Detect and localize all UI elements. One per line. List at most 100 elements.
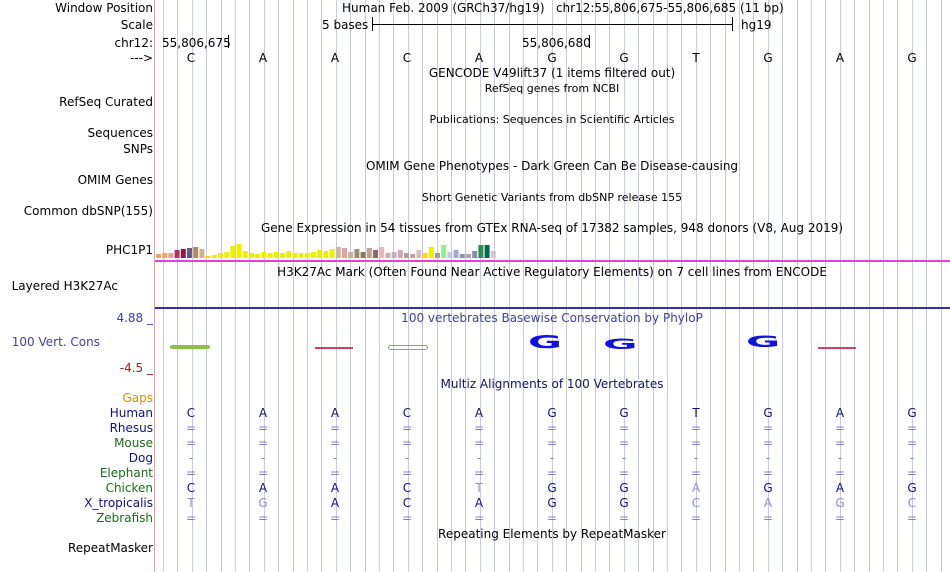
gtex-bar[interactable] — [304, 253, 310, 258]
gtex-bar[interactable] — [342, 248, 347, 258]
gtex-bar[interactable] — [218, 253, 223, 258]
gtex-bar[interactable] — [391, 252, 397, 258]
alignment-base: - — [693, 451, 699, 465]
gtex-bar[interactable] — [174, 250, 180, 258]
dbsnp-track-title[interactable]: Short Genetic Variants from dbSNP releas… — [421, 191, 683, 204]
alignment-base: = — [257, 511, 269, 525]
gtex-bar[interactable] — [273, 252, 279, 258]
gtex-bar[interactable] — [447, 252, 453, 258]
gtex-bar[interactable] — [286, 251, 292, 258]
gtex-bar[interactable] — [453, 250, 459, 258]
alignment-base: A — [691, 481, 701, 495]
gtex-bar[interactable] — [373, 250, 378, 258]
omim-track-title[interactable]: OMIM Gene Phenotypes - Dark Green Can Be… — [365, 159, 739, 173]
alignment-base: = — [762, 421, 774, 435]
gtex-bar[interactable] — [404, 253, 409, 258]
gtex-bar[interactable] — [441, 245, 447, 258]
gaps-label[interactable]: Gaps — [122, 391, 153, 405]
gtex-bar[interactable] — [459, 254, 465, 258]
alignment-base: G — [907, 481, 917, 495]
alignment-base: = — [473, 421, 485, 435]
multiz-track-title[interactable]: Multiz Alignments of 100 Vertebrates — [440, 377, 664, 391]
gtex-bar[interactable] — [162, 253, 168, 258]
gtex-bar[interactable] — [280, 253, 285, 258]
gtex-bar[interactable] — [317, 250, 323, 258]
gtex-bar[interactable] — [267, 253, 273, 258]
gtex-bar[interactable] — [211, 255, 217, 258]
gtex-bar[interactable] — [490, 251, 496, 258]
gtex-bar[interactable] — [428, 247, 434, 258]
gtex-bar[interactable] — [168, 253, 174, 258]
phylop-track-title[interactable]: 100 vertebrates Basewise Conservation by… — [401, 311, 703, 325]
refseq-track-title[interactable]: RefSeq genes from NCBI — [484, 82, 620, 95]
gtex-bar[interactable] — [416, 250, 422, 258]
gtex-track-title[interactable]: Gene Expression in 54 tissues from GTEx … — [260, 221, 844, 235]
alignment-base: G — [619, 481, 629, 495]
gtex-bar[interactable] — [187, 248, 192, 258]
gtex-bar[interactable] — [261, 252, 267, 258]
species-label-human[interactable]: Human — [109, 406, 153, 420]
gtex-bar[interactable] — [205, 256, 211, 258]
gtex-bar[interactable] — [311, 252, 316, 258]
alignment-base: = — [473, 466, 485, 480]
dbsnp-track-label[interactable]: Common dbSNP(155) — [23, 204, 153, 218]
gtex-bar[interactable] — [354, 249, 360, 258]
gtex-bar[interactable] — [360, 252, 366, 258]
alignment-base: C — [186, 481, 196, 495]
species-label-dog[interactable]: Dog — [128, 451, 153, 465]
h3k27ac-track-title[interactable]: H3K27Ac Mark (Often Found Near Active Re… — [277, 265, 827, 279]
gtex-bar[interactable] — [193, 247, 199, 258]
gtex-bar[interactable] — [466, 254, 471, 258]
gtex-bar[interactable] — [484, 245, 490, 258]
species-label-chicken[interactable]: Chicken — [105, 481, 153, 495]
gtex-bar[interactable] — [379, 247, 385, 258]
reference-base: A — [835, 51, 845, 65]
alignment-base: T — [475, 481, 483, 495]
gtex-bar[interactable] — [180, 249, 186, 258]
gtex-bar[interactable] — [236, 244, 242, 258]
species-label-x_tropicalis[interactable]: X_tropicalis — [84, 496, 153, 510]
gtex-bar[interactable] — [335, 247, 341, 258]
alignment-base: = — [618, 421, 630, 435]
gtex-bar[interactable] — [422, 253, 428, 258]
omim-track-label[interactable]: OMIM Genes — [77, 173, 153, 187]
alignment-base: G — [763, 406, 773, 420]
gtex-track-label[interactable]: PHC1P1 — [105, 243, 153, 257]
species-label-elephant[interactable]: Elephant — [99, 466, 153, 480]
species-label-rhesus[interactable]: Rhesus — [109, 421, 153, 435]
alignment-base: = — [690, 421, 702, 435]
gtex-bar[interactable] — [242, 251, 248, 258]
gtex-bar[interactable] — [298, 253, 304, 258]
species-label-zebrafish[interactable]: Zebrafish — [96, 511, 153, 525]
gtex-bar[interactable] — [397, 250, 403, 258]
refseq-track-label[interactable]: RefSeq Curated — [59, 95, 153, 109]
gtex-bar[interactable] — [329, 249, 335, 258]
gtex-bar[interactable] — [292, 253, 298, 258]
gtex-bar[interactable] — [472, 251, 478, 258]
gtex-bar[interactable] — [255, 254, 261, 258]
alignment-base: = — [546, 511, 558, 525]
phylop-track-label[interactable]: 100 Vert. Cons — [11, 335, 100, 349]
gtex-expression-chart[interactable] — [155, 234, 950, 264]
h3k27ac-track-label[interactable]: Layered H3K27Ac — [11, 279, 118, 293]
gtex-bar[interactable] — [410, 254, 416, 258]
gtex-bar[interactable] — [478, 245, 484, 258]
snps-track-label[interactable]: SNPs — [123, 142, 153, 156]
repeatmasker-track-title[interactable]: Repeating Elements by RepeatMasker — [438, 527, 666, 541]
gtex-bar[interactable] — [249, 253, 254, 258]
repeatmasker-track-label[interactable]: RepeatMasker — [67, 541, 153, 555]
species-label-mouse[interactable]: Mouse — [114, 436, 153, 450]
gtex-bar[interactable] — [224, 252, 230, 258]
gtex-bar[interactable] — [156, 254, 161, 258]
publications-track-title[interactable]: Publications: Sequences in Scientific Ar… — [429, 113, 675, 126]
coord-mid-tick — [589, 35, 590, 48]
gtex-bar[interactable] — [199, 249, 205, 258]
gtex-bar[interactable] — [348, 252, 354, 258]
sequences-track-label[interactable]: Sequences — [87, 126, 153, 140]
gtex-bar[interactable] — [435, 253, 440, 258]
gtex-bar[interactable] — [385, 253, 391, 258]
gtex-bar[interactable] — [323, 251, 329, 258]
gencode-track-title[interactable]: GENCODE V49lift37 (1 items filtered out) — [428, 66, 676, 80]
gtex-bar[interactable] — [366, 248, 372, 258]
gtex-bar[interactable] — [230, 246, 236, 258]
